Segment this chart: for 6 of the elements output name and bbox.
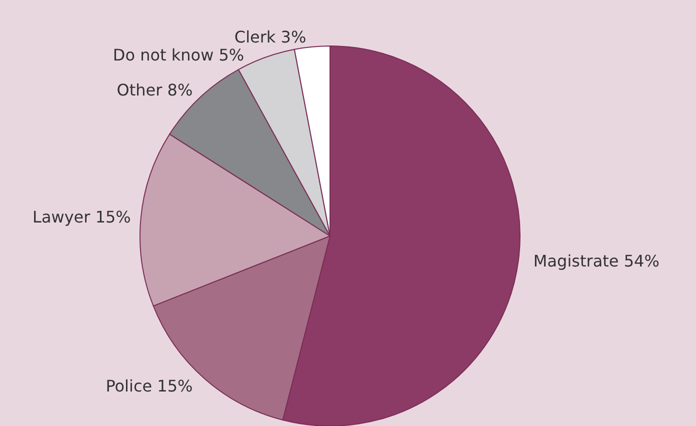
slice-label: Other 8% [116, 80, 193, 100]
slice-label: Lawyer 15% [32, 208, 131, 227]
slice-label: Do not know 5% [112, 45, 244, 64]
slice-label: Clerk 3% [234, 27, 306, 46]
slice-label: Magistrate 54% [533, 252, 660, 271]
slice-label: Police 15% [106, 376, 193, 396]
